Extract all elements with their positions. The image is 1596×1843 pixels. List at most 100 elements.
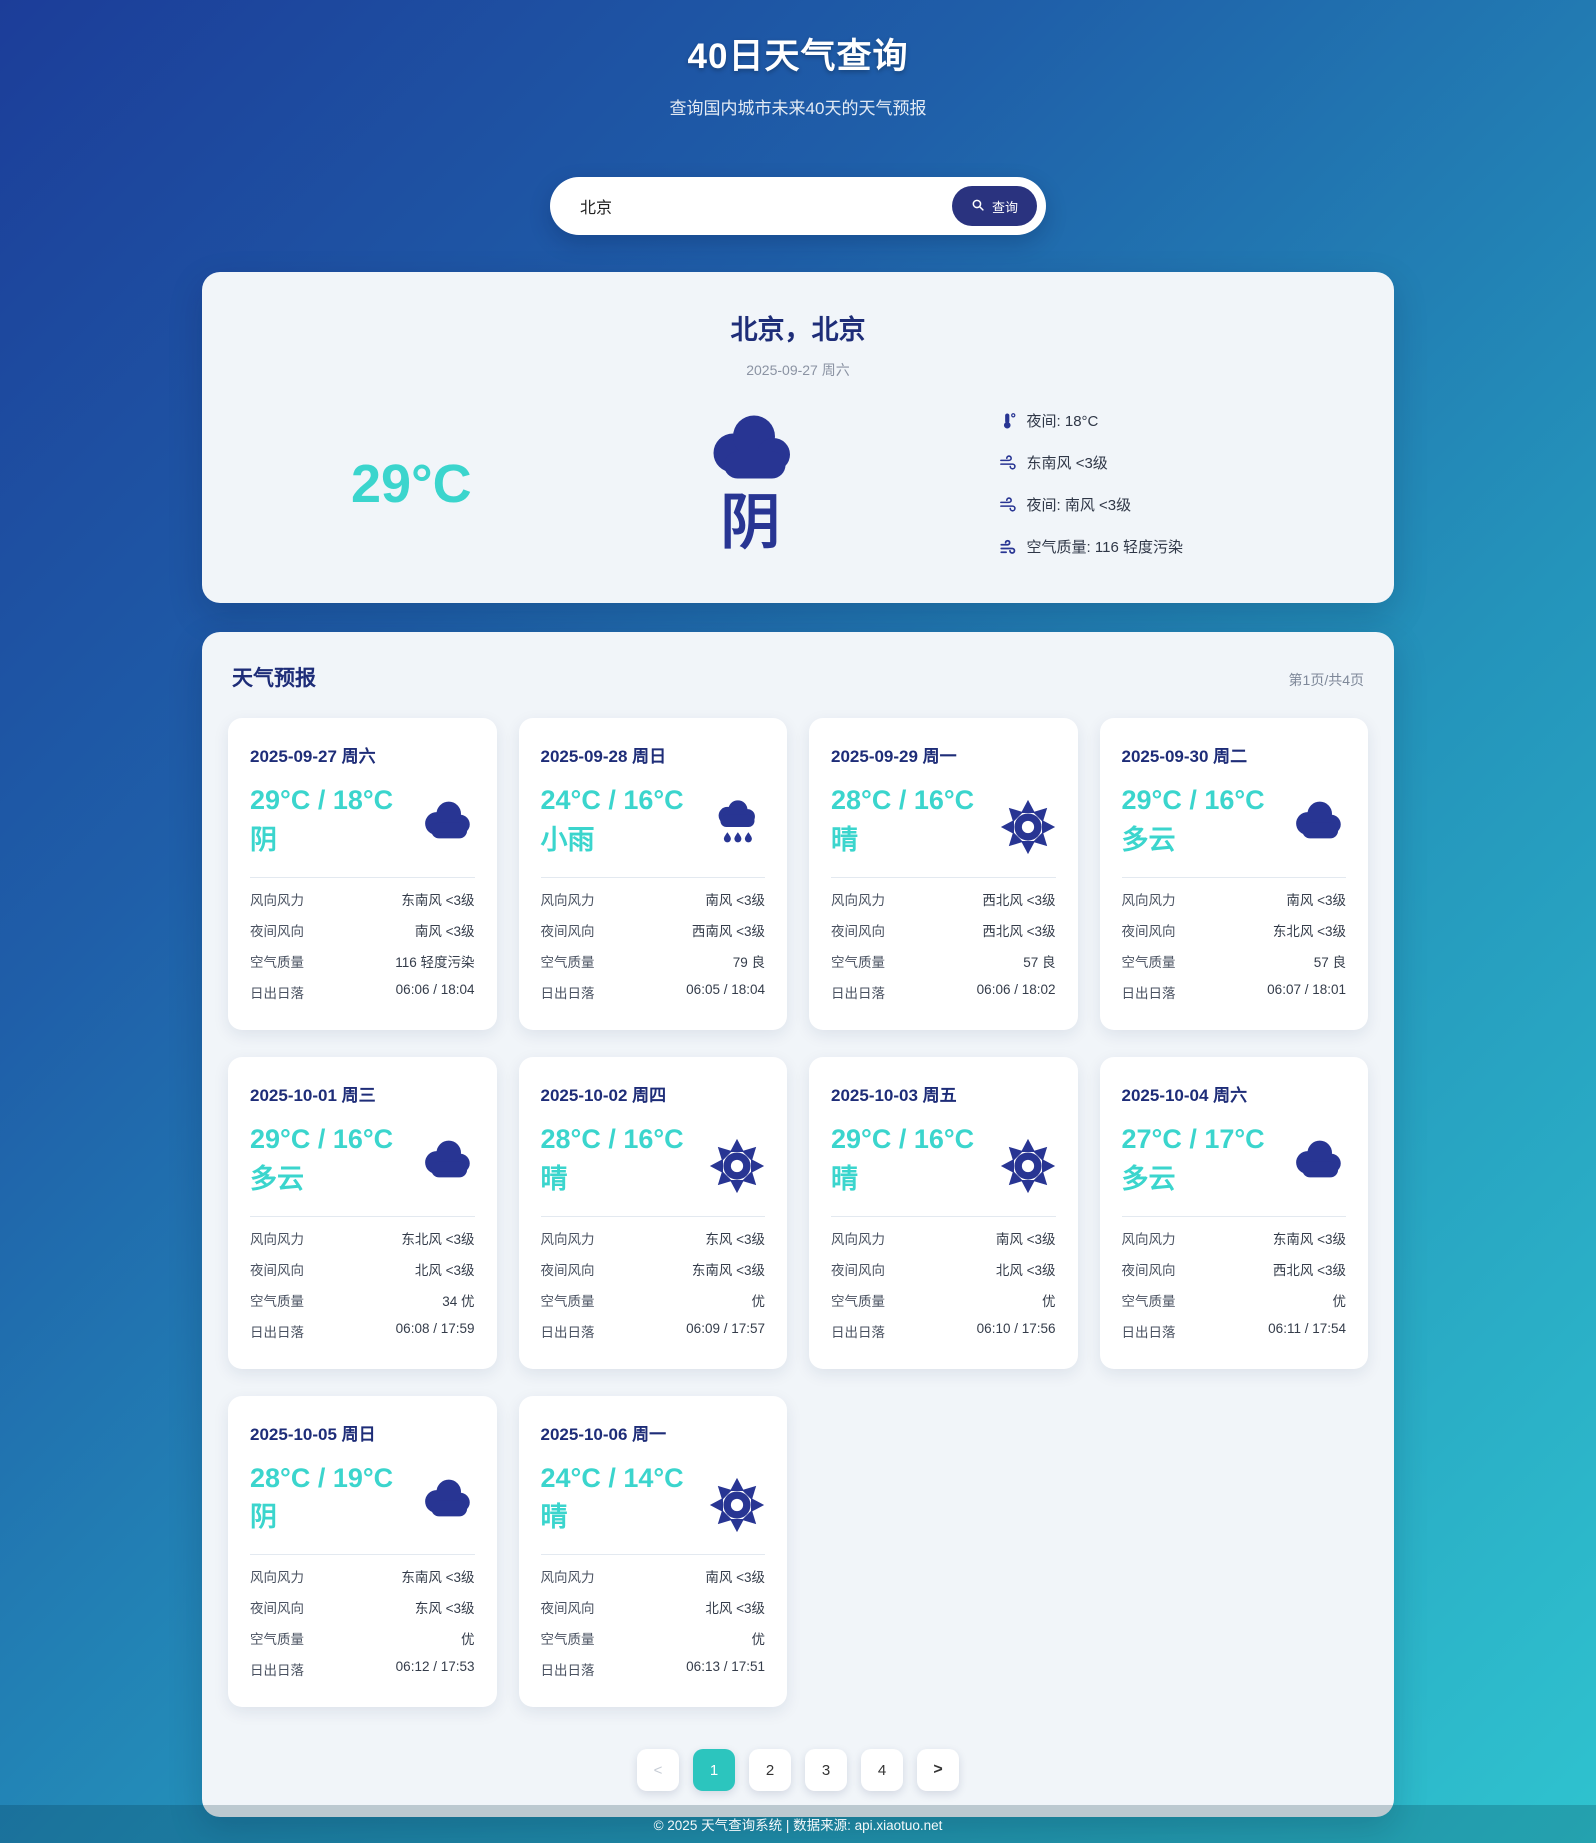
forecast-temps: 29°C / 16°C	[250, 1123, 394, 1154]
air-quality-label: 空气质量	[250, 954, 304, 970]
forecast-date: 2025-10-05 周日	[250, 1424, 376, 1444]
forecast-card: 2025-09-30 周二 29°C / 16°C 多云 风向风力 南风 <3级…	[1099, 718, 1368, 1030]
night-wind-label: 夜间风向	[250, 923, 304, 939]
sunrise-sunset-value: 06:06 / 18:02	[976, 981, 1056, 997]
sunrise-sunset-value: 06:10 / 17:56	[976, 1320, 1056, 1336]
cloud-icon	[419, 799, 475, 839]
night-wind-value: 北风 <3级	[995, 1262, 1056, 1278]
current-detail-item: 东南风 <3级	[999, 452, 1354, 473]
sunrise-sunset-value: 06:11 / 17:54	[1268, 1320, 1346, 1336]
divider	[540, 876, 765, 878]
sunrise-sunset-label: 日出日落	[540, 1663, 595, 1679]
forecast-date: 2025-10-02 周四	[540, 1085, 667, 1105]
search-button[interactable]: 查询	[951, 186, 1037, 226]
air-quality-value: 79 良	[732, 954, 765, 970]
page-subtitle: 查询国内城市未来40天的天气预报	[669, 99, 927, 118]
current-weather-row: 29°C 阴 夜间: 18°C 东南风 <3级 夜间: 南风 <3级 空气质量:…	[242, 410, 1354, 557]
wind-label: 风向风力	[1121, 1231, 1176, 1247]
night-wind-value: 北风 <3级	[414, 1262, 475, 1278]
wind-value: 东风 <3级	[705, 1231, 765, 1247]
night-wind-label: 夜间风向	[540, 1262, 595, 1278]
next-page-button[interactable]: >	[917, 1749, 959, 1792]
sunrise-sunset-label: 日出日落	[250, 1324, 304, 1340]
air-quality-label: 空气质量	[540, 1293, 595, 1309]
current-detail-item: 夜间: 南风 <3级	[999, 494, 1354, 515]
forecast-date: 2025-10-03 周五	[831, 1085, 957, 1105]
search-button-label: 查询	[991, 199, 1018, 215]
page-button-3[interactable]: 3	[805, 1749, 847, 1792]
sunrise-sunset-value: 06:06 / 18:04	[395, 981, 475, 997]
current-date: 2025-09-27 周六	[746, 362, 850, 378]
current-detail-text: 东南风 <3级	[1026, 455, 1108, 472]
search-bar: 查询	[550, 177, 1046, 235]
page-button-4[interactable]: 4	[861, 1749, 903, 1792]
air-quality-label: 空气质量	[250, 1632, 304, 1648]
night-wind-value: 西南风 <3级	[691, 923, 765, 939]
air-quality-label: 空气质量	[1121, 954, 1176, 970]
page-indicator: 第1页/共4页	[1288, 672, 1364, 688]
current-condition-block: 阴	[581, 411, 921, 556]
forecast-temps: 28°C / 19°C	[250, 1462, 394, 1493]
current-condition: 阴	[720, 489, 781, 556]
sunrise-sunset-value: 06:05 / 18:04	[686, 981, 765, 997]
forecast-card: 2025-10-05 周日 28°C / 19°C 阴 风向风力 东南风 <3级…	[228, 1395, 497, 1708]
search-icon	[971, 198, 985, 215]
night-wind-label: 夜间风向	[831, 1262, 885, 1278]
current-detail-text: 夜间: 18°C	[1026, 413, 1099, 430]
current-city: 北京，北京	[730, 315, 866, 345]
wind-label: 风向风力	[250, 1231, 304, 1247]
forecast-grid: 2025-09-27 周六 29°C / 18°C 阴 风向风力 东南风 <3级…	[228, 718, 1368, 1708]
page-button-1[interactable]: 1	[693, 1749, 735, 1792]
wind-label: 风向风力	[250, 892, 304, 908]
forecast-card: 2025-10-04 周六 27°C / 17°C 多云 风向风力 东南风 <3…	[1099, 1056, 1368, 1369]
forecast-condition: 晴	[540, 1502, 568, 1533]
forecast-card: 2025-09-27 周六 29°C / 18°C 阴 风向风力 东南风 <3级…	[228, 718, 497, 1030]
night-wind-value: 北风 <3级	[705, 1601, 765, 1617]
sunrise-sunset-label: 日出日落	[540, 985, 595, 1001]
forecast-card: 2025-09-28 周日 24°C / 16°C 小雨 风向风力 南风 <3级…	[518, 718, 787, 1030]
forecast-date: 2025-09-28 周日	[540, 747, 667, 766]
air-quality-value: 优	[751, 1632, 766, 1648]
forecast-temps: 29°C / 16°C	[1121, 785, 1265, 815]
cloud-icon	[1290, 1138, 1346, 1178]
wind-label: 风向风力	[540, 1570, 595, 1586]
divider	[250, 1215, 475, 1217]
forecast-condition: 多云	[250, 1163, 304, 1194]
forecast-date: 2025-09-29 周一	[831, 747, 957, 766]
forecast-date: 2025-10-01 周三	[250, 1085, 376, 1105]
cloud-icon	[419, 1477, 475, 1517]
air-quality-label: 空气质量	[1121, 1293, 1176, 1309]
page-header: 40日天气查询 查询国内城市未来40天的天气预报	[0, 0, 1596, 119]
air-quality-value: 57 良	[1023, 954, 1056, 970]
sunrise-sunset-value: 06:13 / 17:51	[686, 1659, 765, 1675]
cloud-icon	[419, 1138, 475, 1178]
forecast-temps: 29°C / 18°C	[250, 785, 394, 815]
night-wind-value: 东南风 <3级	[691, 1262, 765, 1278]
forecast-card: 2025-10-02 周四 28°C / 16°C 晴 风向风力 东风 <3级 …	[518, 1056, 787, 1369]
sun-icon	[1000, 799, 1056, 855]
divider	[540, 1215, 765, 1217]
forecast-temps: 27°C / 17°C	[1121, 1123, 1265, 1154]
forecast-temps: 28°C / 16°C	[831, 785, 975, 815]
wind-label: 风向风力	[250, 1570, 304, 1586]
previous-page-button[interactable]: <	[637, 1749, 679, 1792]
page-button-2[interactable]: 2	[749, 1749, 791, 1792]
forecast-card: 2025-10-01 周三 29°C / 16°C 多云 风向风力 东北风 <3…	[228, 1056, 497, 1369]
air-quality-label: 空气质量	[831, 1293, 885, 1309]
night-wind-label: 夜间风向	[831, 923, 885, 939]
forecast-condition: 晴	[831, 824, 858, 855]
current-weather-card: 北京，北京 2025-09-27 周六 29°C 阴 夜间: 18°C 东南风 …	[202, 272, 1394, 603]
night-wind-label: 夜间风向	[1121, 1262, 1176, 1278]
wind-value: 东南风 <3级	[401, 1570, 475, 1586]
air-quality-value: 优	[1042, 1293, 1056, 1309]
wind-value: 南风 <3级	[1286, 892, 1346, 908]
sunrise-sunset-label: 日出日落	[1121, 985, 1176, 1001]
wind-label: 风向风力	[540, 1231, 595, 1247]
forecast-temps: 29°C / 16°C	[831, 1123, 975, 1154]
air-quality-label: 空气质量	[831, 954, 885, 970]
wind-value: 东北风 <3级	[401, 1231, 475, 1247]
sunrise-sunset-label: 日出日落	[250, 1663, 304, 1679]
cloud-icon	[581, 411, 921, 480]
wind-value: 东南风 <3级	[401, 892, 475, 908]
